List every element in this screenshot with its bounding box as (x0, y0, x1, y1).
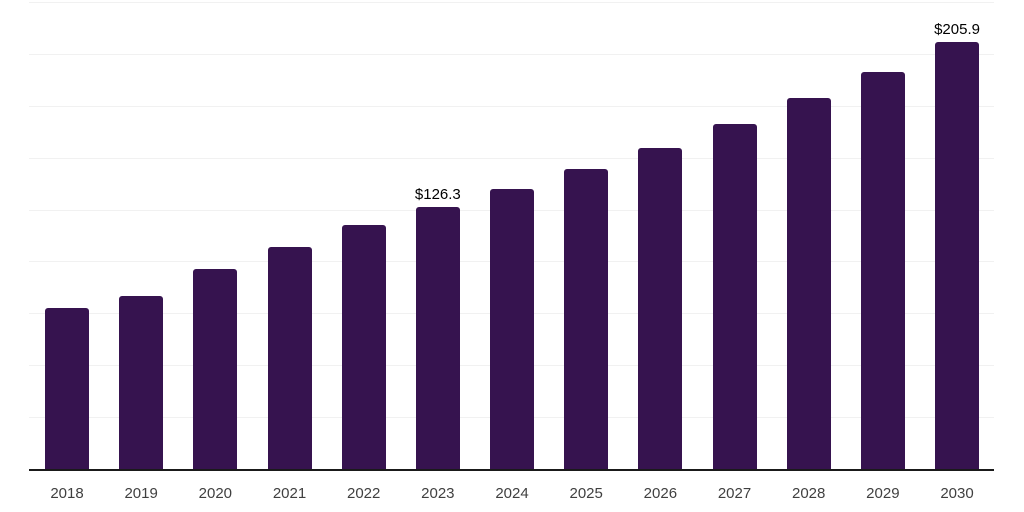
bar-2026 (638, 148, 683, 469)
x-tick-label: 2021 (272, 485, 307, 502)
gridline (29, 53, 994, 55)
bar-2021 (267, 246, 312, 469)
x-tick-label: 2029 (866, 485, 900, 502)
gridline (29, 2, 994, 3)
x-axis-line (29, 469, 994, 471)
bar-2018 (45, 307, 89, 469)
gridline (29, 157, 994, 159)
bar-value-label: $205.9 (934, 20, 980, 38)
x-tick-label: 2019 (124, 485, 158, 502)
x-tick-label: 2018 (50, 485, 84, 502)
bar-2025 (564, 169, 609, 469)
bar-2023 (415, 206, 460, 469)
gridline (29, 105, 994, 107)
bar-value-label: $126.3 (414, 185, 461, 203)
x-tick-label: 2020 (198, 485, 233, 502)
x-tick-label: 2028 (792, 485, 826, 502)
bar-2030 (935, 41, 980, 469)
bar-2029 (860, 71, 905, 469)
x-tick-label: 2024 (495, 485, 529, 502)
x-tick-label: 2030 (940, 485, 974, 502)
bar-2019 (119, 296, 164, 469)
plot-area: $126.3 $205.9 2018 2019 2020 2021 2022 2023 202… (29, 0, 994, 512)
bar-2020 (193, 269, 238, 469)
bar-2027 (712, 123, 757, 469)
x-tick-label: 2022 (346, 485, 381, 502)
x-tick-label: 2025 (569, 485, 603, 502)
x-tick-label: 2026 (643, 485, 678, 502)
x-tick-label: 2023 (421, 485, 455, 502)
bar-2024 (490, 189, 535, 469)
x-tick-label: 2027 (717, 485, 752, 502)
bar-2028 (786, 98, 831, 469)
bar-2022 (341, 224, 386, 469)
